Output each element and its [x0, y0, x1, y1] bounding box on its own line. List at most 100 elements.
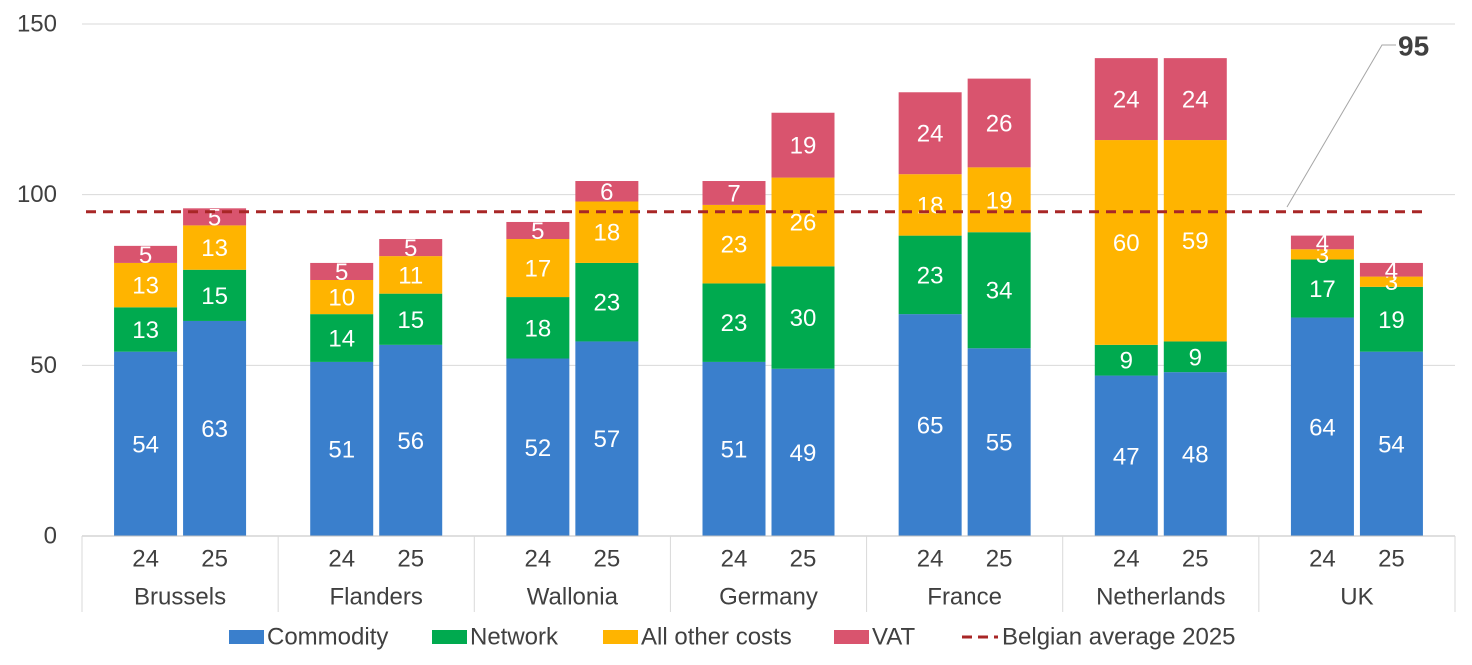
data-label: 60	[1113, 230, 1140, 257]
y-tick-label: 100	[17, 181, 57, 208]
bar-segment-network	[702, 283, 766, 362]
bar-segment-vat	[575, 181, 639, 202]
x-tick-label: 24	[1309, 546, 1336, 573]
bar-segment-vat	[702, 181, 766, 205]
bar-segment-commodity	[183, 320, 247, 536]
bar-segment-vat	[1163, 58, 1227, 141]
data-label: 13	[132, 273, 159, 300]
bar-segment-commodity	[114, 351, 178, 536]
category-label: UK	[1340, 584, 1373, 611]
data-label: 64	[1309, 414, 1336, 441]
bar-segment-network	[506, 297, 570, 359]
bar-segment-network	[183, 269, 247, 321]
x-tick-label: 24	[525, 546, 552, 573]
x-tick-label: 25	[1182, 546, 1209, 573]
data-label: 6	[600, 179, 613, 206]
x-tick-label: 25	[986, 546, 1013, 573]
legend-swatch-all-other-costs	[603, 630, 638, 644]
bar-segment-all-other-costs	[1359, 276, 1423, 287]
bar-segment-all-other-costs	[310, 280, 374, 315]
bar-segment-network	[310, 314, 374, 362]
data-label: 51	[721, 436, 748, 463]
category-label: Netherlands	[1096, 584, 1225, 611]
data-label: 26	[986, 110, 1013, 137]
category-label: Germany	[719, 584, 818, 611]
bar-segment-all-other-costs	[771, 177, 835, 267]
x-tick-label: 24	[917, 546, 944, 573]
data-label: 5	[404, 235, 417, 262]
data-label: 18	[917, 192, 944, 219]
data-label: 13	[132, 317, 159, 344]
bar-segment-all-other-costs	[1163, 140, 1227, 342]
data-label: 24	[1113, 87, 1140, 114]
data-label: 4	[1385, 257, 1398, 284]
bar-segment-all-other-costs	[702, 204, 766, 284]
bar-segment-commodity	[898, 314, 962, 536]
bar-segment-all-other-costs	[379, 256, 443, 294]
legend-label-commodity: Commodity	[267, 624, 388, 651]
data-label: 7	[727, 180, 740, 207]
data-label: 24	[917, 121, 944, 148]
data-label: 26	[790, 209, 817, 236]
data-label: 23	[594, 290, 621, 317]
data-label: 13	[201, 235, 228, 262]
data-label: 18	[594, 220, 621, 247]
bar-segment-commodity	[379, 344, 443, 536]
bar-segment-vat	[898, 92, 962, 175]
data-label: 47	[1113, 443, 1140, 470]
bar-segment-commodity	[310, 361, 374, 536]
data-label: 15	[397, 307, 424, 334]
bar-segment-vat	[114, 245, 178, 263]
data-label: 55	[986, 430, 1013, 457]
bar-segment-commodity	[1094, 375, 1158, 536]
data-label: 4	[1316, 230, 1329, 257]
bar-segment-all-other-costs	[898, 174, 962, 236]
data-label: 57	[594, 426, 621, 453]
x-tick-label: 24	[132, 546, 159, 573]
legend-swatch-vat	[834, 630, 869, 644]
data-label: 10	[328, 285, 355, 312]
bar-segment-network	[575, 262, 639, 342]
bar-segment-all-other-costs	[1290, 249, 1354, 260]
bar-segment-all-other-costs	[183, 225, 247, 270]
data-label: 5	[335, 259, 348, 286]
legend-label-belgian-average: Belgian average 2025	[1002, 624, 1236, 651]
bar-segment-vat	[379, 239, 443, 257]
bar-segment-all-other-costs	[506, 239, 570, 298]
data-label: 48	[1182, 442, 1209, 469]
legend-label-all-other-costs: All other costs	[641, 624, 792, 651]
data-label: 23	[721, 310, 748, 337]
bar-segment-all-other-costs	[967, 167, 1031, 233]
x-tick-label: 24	[328, 546, 355, 573]
bar-segment-commodity	[1290, 317, 1354, 536]
data-label: 34	[986, 278, 1013, 305]
data-label: 18	[525, 315, 552, 342]
data-label: 51	[328, 436, 355, 463]
bar-segment-network	[379, 293, 443, 345]
data-label: 59	[1182, 228, 1209, 255]
y-axis-ticks: 0 50 100 150	[17, 11, 57, 550]
category-label: Brussels	[134, 584, 226, 611]
data-label: 23	[721, 232, 748, 259]
bar-segment-vat	[506, 221, 570, 240]
data-label: 30	[790, 305, 817, 332]
data-label: 65	[917, 413, 944, 440]
bar-segment-commodity	[506, 358, 570, 536]
category-label: France	[927, 584, 1002, 611]
data-label: 19	[790, 133, 817, 160]
y-tick-label: 0	[44, 523, 57, 550]
data-label: 15	[201, 283, 228, 310]
bar-segment-vat	[310, 262, 374, 280]
bar-segment-network	[114, 307, 178, 352]
x-tick-label: 25	[201, 546, 228, 573]
data-label: 19	[986, 187, 1013, 214]
bar-segment-vat	[1094, 58, 1158, 141]
data-label: 54	[132, 431, 159, 458]
bar-segment-commodity	[1163, 372, 1227, 536]
bar-segment-commodity	[967, 348, 1031, 536]
callout-value: 95	[1398, 31, 1429, 62]
reference-line-group: 95	[86, 31, 1429, 214]
bar-segment-vat	[1290, 235, 1354, 250]
bar-segment-vat	[1359, 262, 1423, 277]
